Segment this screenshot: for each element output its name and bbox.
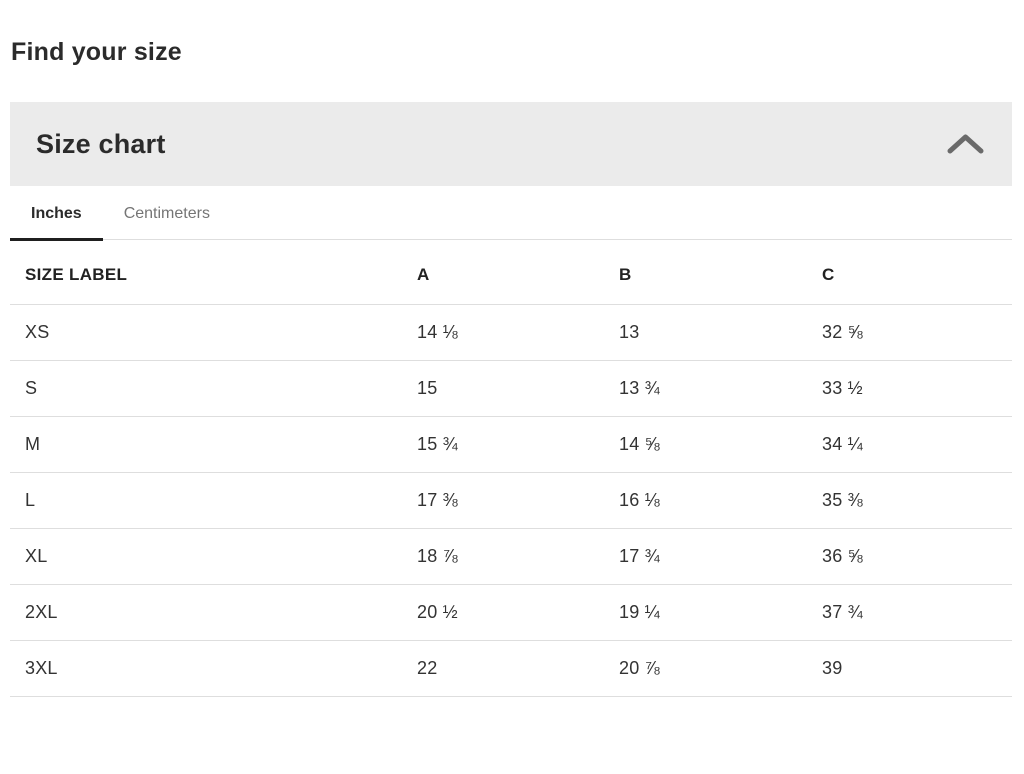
size-label-cell: XL	[10, 528, 402, 585]
measurement-cell: 35 ⅜	[807, 472, 1012, 529]
table-row: M 15 ¾ 14 ⅝ 34 ¼	[10, 416, 1012, 473]
size-chart-table: SIZE LABEL A B C XS 14 ⅛ 13 32 ⅝ S 15 13 ¾ 33 ½…	[10, 240, 1012, 697]
measurement-cell: 39	[807, 640, 1012, 697]
size-guide-page: Find your size Size chart Inches Centime…	[0, 38, 1024, 774]
column-header-a: A	[402, 240, 604, 305]
page-title: Find your size	[11, 38, 182, 66]
measurement-cell: 34 ¼	[807, 416, 1012, 473]
measurement-cell: 15 ¾	[402, 416, 604, 473]
measurement-cell: 16 ⅛	[604, 472, 807, 529]
measurement-cell: 17 ⅜	[402, 472, 604, 529]
table-row: XL 18 ⅞ 17 ¾ 36 ⅝	[10, 528, 1012, 585]
measurement-cell: 20 ⅞	[604, 640, 807, 697]
table-row: XS 14 ⅛ 13 32 ⅝	[10, 304, 1012, 361]
size-table-header: SIZE LABEL A B C	[10, 240, 1012, 305]
size-label-cell: M	[10, 416, 402, 473]
measurement-cell: 15	[402, 360, 604, 417]
measurement-cell: 14 ⅝	[604, 416, 807, 473]
measurement-cell: 36 ⅝	[807, 528, 1012, 585]
measurement-cell: 19 ¼	[604, 584, 807, 641]
table-row: 2XL 20 ½ 19 ¼ 37 ¾	[10, 584, 1012, 641]
measurement-cell: 22	[402, 640, 604, 697]
measurement-cell: 13 ¾	[604, 360, 807, 417]
size-label-cell: XS	[10, 304, 402, 361]
unit-tabs: Inches Centimeters	[10, 186, 1012, 241]
size-chart-title: Size chart	[36, 128, 166, 159]
measurement-cell: 32 ⅝	[807, 304, 1012, 361]
measurement-cell: 14 ⅛	[402, 304, 604, 361]
chevron-up-icon[interactable]	[946, 132, 985, 156]
size-label-cell: S	[10, 360, 402, 417]
size-label-cell: L	[10, 472, 402, 529]
measurement-cell: 18 ⅞	[402, 528, 604, 585]
size-table-body: XS 14 ⅛ 13 32 ⅝ S 15 13 ¾ 33 ½ M 15 ¾ 14 ⅝ 34 ¼ L 17 …	[10, 304, 1012, 697]
size-chart-accordion-header[interactable]: Size chart	[10, 102, 1012, 186]
table-row: 3XL 22 20 ⅞ 39	[10, 640, 1012, 697]
column-header-b: B	[604, 240, 807, 305]
tab-centimeters[interactable]: Centimeters	[103, 186, 231, 241]
column-header-c: C	[807, 240, 1012, 305]
tab-inches[interactable]: Inches	[10, 186, 103, 241]
column-header-size-label: SIZE LABEL	[10, 240, 402, 305]
measurement-cell: 13	[604, 304, 807, 361]
table-row: S 15 13 ¾ 33 ½	[10, 360, 1012, 417]
measurement-cell: 37 ¾	[807, 584, 1012, 641]
measurement-cell: 20 ½	[402, 584, 604, 641]
size-label-cell: 3XL	[10, 640, 402, 697]
measurement-cell: 17 ¾	[604, 528, 807, 585]
measurement-cell: 33 ½	[807, 360, 1012, 417]
size-label-cell: 2XL	[10, 584, 402, 641]
table-row: L 17 ⅜ 16 ⅛ 35 ⅜	[10, 472, 1012, 529]
